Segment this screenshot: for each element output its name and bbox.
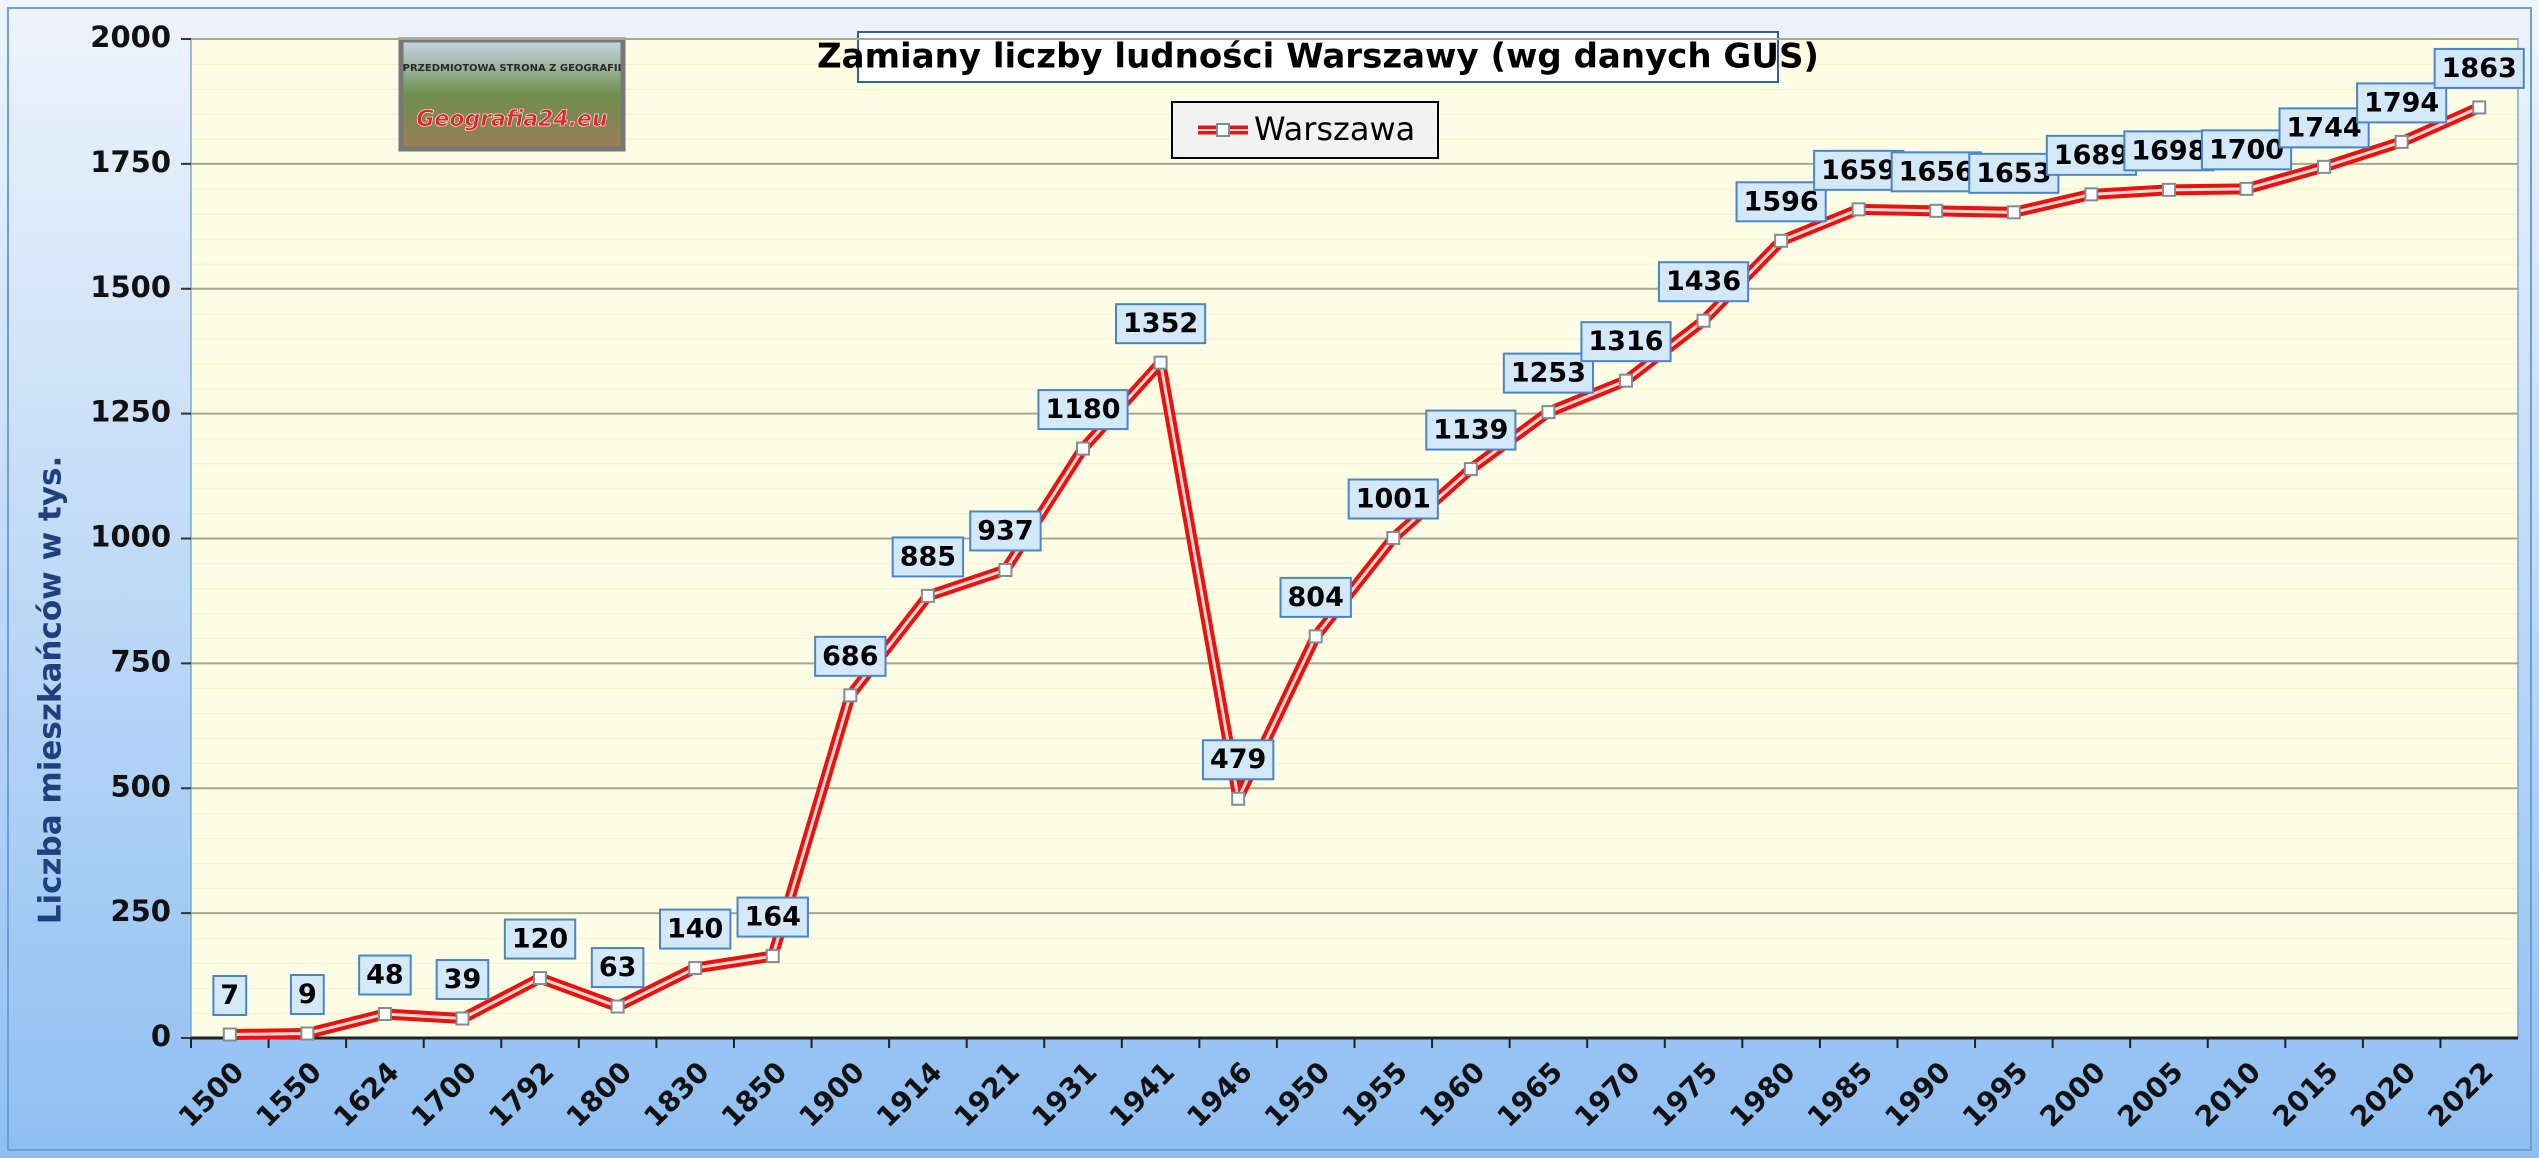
- point-marker: [1310, 630, 1322, 642]
- point-marker: [2396, 136, 2408, 148]
- point-marker: [767, 950, 779, 962]
- chart-title: Zamiany liczby ludności Warszawy (wg dan…: [817, 37, 1819, 77]
- data-label: 1316: [1588, 326, 1663, 357]
- data-label: 1653: [1976, 158, 2051, 189]
- data-label: 804: [1288, 582, 1344, 613]
- data-label: 1180: [1045, 394, 1120, 425]
- point-marker: [2473, 101, 2485, 113]
- point-marker: [922, 590, 934, 602]
- point-marker: [2163, 184, 2175, 196]
- data-label: 1139: [1433, 415, 1508, 446]
- data-label: 1794: [2364, 87, 2439, 118]
- data-label: 164: [745, 902, 801, 933]
- data-label: 63: [599, 952, 637, 983]
- point-marker: [534, 972, 546, 984]
- data-label: 1689: [2054, 140, 2129, 171]
- point-marker: [2008, 206, 2020, 218]
- point-marker: [844, 689, 856, 701]
- data-label: 1352: [1123, 308, 1198, 339]
- y-tick-label: 2000: [90, 20, 171, 54]
- point-marker: [689, 962, 701, 974]
- point-marker: [1775, 235, 1787, 247]
- y-tick-label: 1500: [90, 270, 171, 304]
- data-label: 1596: [1744, 186, 1819, 217]
- data-label: 1700: [2209, 134, 2284, 165]
- legend-label: Warszawa: [1254, 110, 1415, 148]
- point-marker: [2241, 183, 2253, 195]
- data-label: 7: [220, 980, 239, 1011]
- logo-box: [401, 40, 623, 149]
- point-marker: [2085, 188, 2097, 200]
- point-marker: [456, 1013, 468, 1025]
- data-label: 1253: [1511, 358, 1586, 389]
- data-label: 479: [1210, 744, 1266, 775]
- point-marker: [1853, 203, 1865, 215]
- y-tick-label: 1750: [90, 145, 171, 179]
- chart: PRZEDMIOTOWA STRONA Z GEOGRAFII Geografi…: [0, 0, 2539, 1158]
- data-label: 1659: [1821, 155, 1896, 186]
- y-tick-label: 1000: [90, 520, 171, 554]
- point-marker: [1465, 463, 1477, 475]
- data-label: 9: [298, 979, 317, 1010]
- point-marker: [1232, 793, 1244, 805]
- y-tick-label: 750: [110, 644, 171, 678]
- y-tick-label: 250: [110, 894, 171, 928]
- data-label: 937: [977, 515, 1033, 546]
- point-marker: [1155, 357, 1167, 369]
- point-marker: [1698, 315, 1710, 327]
- logo-bottom: Geografia24.eu: [416, 107, 607, 132]
- data-label: 48: [366, 960, 404, 991]
- y-axis-label: Liczba mieszkańców w tys.: [33, 456, 69, 925]
- point-marker: [612, 1001, 624, 1013]
- logo: PRZEDMIOTOWA STRONA Z GEOGRAFII Geografi…: [401, 40, 623, 149]
- point-marker: [301, 1028, 313, 1040]
- point-marker: [1387, 532, 1399, 544]
- data-label: 140: [667, 914, 723, 945]
- point-marker: [2318, 161, 2330, 173]
- data-label: 885: [900, 541, 956, 572]
- data-label: 120: [512, 924, 568, 955]
- y-tick-label: 500: [110, 769, 171, 803]
- legend-marker: [1217, 124, 1229, 136]
- y-tick-label: 1250: [90, 395, 171, 429]
- data-label: 1744: [2287, 112, 2362, 143]
- point-marker: [1542, 406, 1554, 418]
- logo-top: PRZEDMIOTOWA STRONA Z GEOGRAFII: [403, 63, 622, 74]
- data-label: 39: [444, 964, 482, 995]
- y-tick-label: 0: [151, 1019, 171, 1053]
- data-label: 1863: [2442, 53, 2517, 84]
- point-marker: [1930, 205, 1942, 217]
- data-label: 1656: [1899, 156, 1974, 187]
- data-label: 686: [822, 641, 878, 672]
- point-marker: [224, 1029, 236, 1041]
- point-marker: [379, 1008, 391, 1020]
- point-marker: [1077, 443, 1089, 455]
- data-label: 1001: [1356, 484, 1431, 515]
- data-label: 1436: [1666, 266, 1741, 297]
- point-marker: [1620, 375, 1632, 387]
- point-marker: [999, 564, 1011, 576]
- data-label: 1698: [2131, 135, 2206, 166]
